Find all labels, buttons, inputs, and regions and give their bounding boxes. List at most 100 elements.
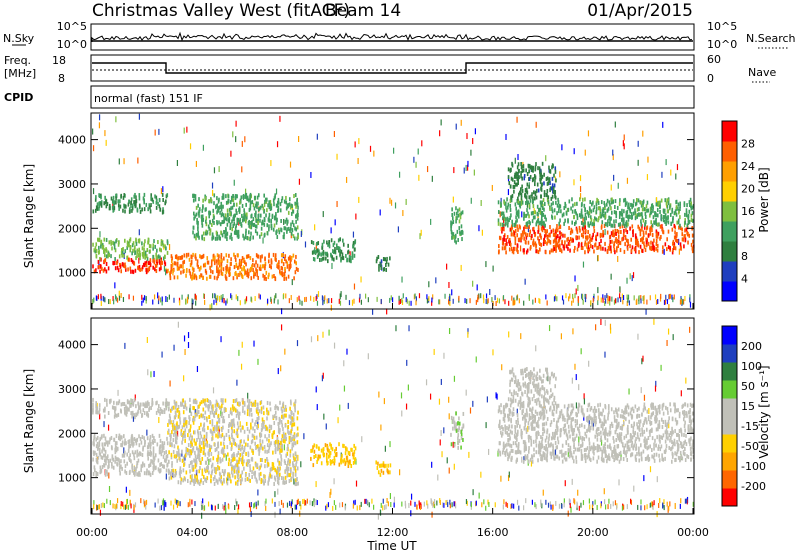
power-echo-cell xyxy=(501,241,504,246)
power-echo-cell xyxy=(451,235,453,240)
power-echo-cell xyxy=(261,203,264,208)
power-echo-cell xyxy=(106,202,109,207)
velocity-noise-cell xyxy=(453,375,456,382)
power-echo-cell xyxy=(220,268,222,273)
power-echo-cell xyxy=(281,266,284,271)
velocity-echo-cell xyxy=(135,413,138,418)
velocity-low-range-cell xyxy=(295,504,298,510)
power-echo-cell xyxy=(109,203,111,208)
power-echo-cell xyxy=(185,269,188,274)
power-echo-cell xyxy=(103,237,106,242)
power-echo-cell xyxy=(206,276,208,281)
power-low-range-cell xyxy=(418,293,421,299)
velocity-echo-cell xyxy=(98,407,101,412)
power-echo-cell xyxy=(210,198,212,203)
power-echo-cell xyxy=(624,197,627,202)
power-low-range-cell xyxy=(671,294,673,300)
power-echo-cell xyxy=(580,214,582,219)
velocity-echo-cell xyxy=(102,408,105,413)
power-noise-cell xyxy=(209,304,211,311)
velocity-noise-cell xyxy=(173,344,175,351)
power-echo-cell xyxy=(144,239,146,244)
power-echo-cell xyxy=(104,267,106,272)
power-echo-cell xyxy=(503,235,505,240)
velocity-noise-cell xyxy=(218,427,220,434)
power-echo-cell xyxy=(189,262,192,267)
power-echo-cell xyxy=(228,253,230,258)
power-echo-cell xyxy=(198,197,200,202)
velocity-echo-cell xyxy=(263,445,266,450)
velocity-echo-cell xyxy=(169,416,172,421)
velocity-echo-cell xyxy=(283,433,286,438)
velocity-echo-cell xyxy=(182,410,185,415)
power-noise-cell xyxy=(678,238,680,245)
power-echo-cell xyxy=(508,239,510,244)
velocity-echo-cell xyxy=(162,401,164,406)
power-echo-cell xyxy=(342,242,345,247)
velocity-echo-cell xyxy=(251,475,253,480)
velocity-noise-cell xyxy=(208,458,210,465)
power-echo-cell xyxy=(663,214,666,219)
velocity-echo-cell xyxy=(202,437,204,442)
power-low-range-cell xyxy=(100,293,102,299)
velocity-echo-cell xyxy=(126,452,129,457)
power-echo-cell xyxy=(266,208,268,213)
power-low-range-cell xyxy=(512,300,514,306)
velocity-echo-cell xyxy=(254,474,256,479)
velocity-echo-cell xyxy=(226,445,229,450)
power-echo-cell xyxy=(232,198,235,203)
power-echo-cell xyxy=(177,256,179,261)
power-echo-cell xyxy=(354,247,356,252)
nsky-panel-frame xyxy=(90,23,695,51)
velocity-echo-cell xyxy=(118,468,121,473)
velocity-noise-cell xyxy=(165,473,167,480)
velocity-echo-cell xyxy=(217,454,219,459)
power-echo-cell xyxy=(234,213,237,218)
power-echo-cell xyxy=(141,207,143,212)
velocity-noise-cell xyxy=(196,366,199,373)
power-echo-cell xyxy=(237,229,240,234)
power-echo-cell xyxy=(213,275,216,280)
power-echo-cell xyxy=(146,247,149,252)
power-echo-cell xyxy=(159,247,161,252)
power-echo-cell xyxy=(339,251,341,256)
power-low-range-cell xyxy=(682,299,684,305)
velocity-echo-cell xyxy=(120,464,122,469)
velocity-echo-cell xyxy=(105,398,108,403)
power-low-range-cell xyxy=(322,300,324,306)
velocity-noise-cell xyxy=(146,337,148,344)
power-echo-cell xyxy=(145,260,148,265)
power-echo-cell xyxy=(255,210,257,215)
power-echo-cell xyxy=(271,215,274,220)
power-echo-cell xyxy=(220,204,223,209)
power-echo-cell xyxy=(291,204,293,209)
power-echo-cell xyxy=(289,226,292,231)
power-low-range-cell xyxy=(668,293,671,299)
power-low-range-cell xyxy=(449,300,451,306)
power-echo-cell xyxy=(322,256,325,261)
power-echo-cell xyxy=(604,222,607,227)
power-echo-cell xyxy=(610,200,613,205)
power-echo-cell xyxy=(180,264,182,269)
power-echo-cell xyxy=(516,247,518,252)
power-echo-cell xyxy=(225,228,227,233)
power-echo-cell xyxy=(228,272,231,277)
velocity-echo-cell xyxy=(242,450,245,455)
power-echo-cell xyxy=(283,226,286,231)
velocity-low-range-cell xyxy=(116,498,119,504)
velocity-echo-cell xyxy=(124,464,127,469)
power-echo-cell xyxy=(147,237,150,242)
power-echo-cell xyxy=(687,221,690,226)
power-noise-cell xyxy=(533,208,535,215)
velocity-echo-cell xyxy=(108,399,111,404)
power-echo-cell xyxy=(543,220,545,225)
power-echo-cell xyxy=(223,219,226,224)
power-low-range-cell xyxy=(359,293,361,299)
power-colorbar-swatch xyxy=(722,241,737,262)
power-echo-cell xyxy=(123,193,126,198)
velocity-echo-cell xyxy=(221,469,224,474)
velocity-echo-cell xyxy=(146,452,149,457)
power-echo-cell xyxy=(502,211,505,216)
velocity-echo-cell xyxy=(269,407,272,412)
power-echo-cell xyxy=(295,261,297,266)
